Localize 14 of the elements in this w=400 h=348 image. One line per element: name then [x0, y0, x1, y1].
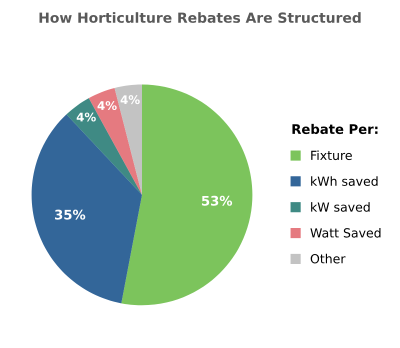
data-label: 35%: [55, 210, 86, 220]
data-label: 4%: [98, 101, 117, 110]
legend-label: Watt Saved: [310, 228, 380, 238]
legend-label: Other: [310, 254, 346, 264]
legend-label: kWh saved: [311, 176, 378, 186]
pie-slice: [121, 84, 252, 306]
pie-slice: [32, 114, 142, 304]
legend-label: kW saved: [311, 202, 370, 212]
legend-label: Fixture: [311, 150, 352, 160]
data-label: 4%: [76, 112, 96, 122]
legend-title: Rebate Per:: [292, 124, 378, 134]
data-label: 53%: [202, 196, 232, 206]
chart-title: How Horticulture Rebates Are Structured: [40, 12, 361, 23]
data-label: 4%: [120, 95, 140, 104]
